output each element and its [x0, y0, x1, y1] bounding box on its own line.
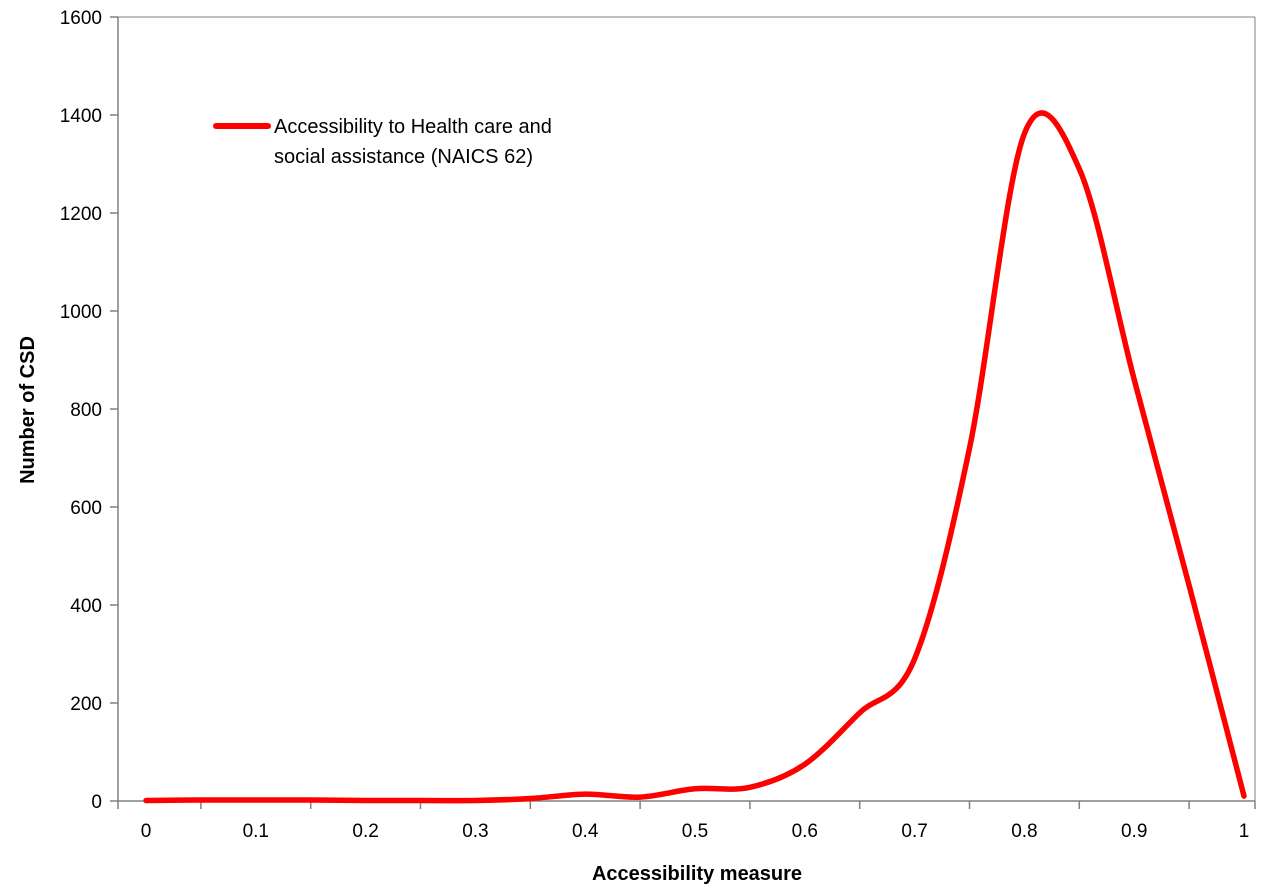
y-tick-label: 1400	[60, 106, 102, 127]
x-tick-label: 0	[141, 821, 152, 842]
x-tick-label: 0.5	[682, 821, 708, 842]
x-tick-label: 0.7	[901, 821, 927, 842]
x-tick-label: 0.6	[792, 821, 818, 842]
x-axis-title: Accessibility measure	[592, 863, 802, 885]
y-tick-label: 600	[70, 498, 102, 519]
series-layer	[143, 110, 1247, 804]
legend-label-line1: Accessibility to Health care and	[274, 116, 552, 138]
legend-label-line2: social assistance (NAICS 62)	[274, 146, 533, 168]
x-tick-label: 0.3	[462, 821, 488, 842]
y-tick-label: 800	[70, 400, 102, 421]
series-line	[143, 110, 1247, 804]
y-tick-label: 200	[70, 694, 102, 715]
x-tick-label: 0.1	[243, 821, 269, 842]
axes: 0 200 400 600 800 1000 1200 1400 1600 0 0.1 0.2 0.3 0…	[60, 8, 1256, 842]
y-tick-label: 1600	[60, 8, 102, 29]
x-tick-label: 0.4	[572, 821, 599, 842]
y-tick-label: 1000	[60, 302, 102, 323]
x-tick-label: 0.2	[352, 821, 378, 842]
y-axis-title: Number of CSD	[17, 336, 39, 484]
x-tick-label: 0.8	[1011, 821, 1037, 842]
y-tick-label: 0	[91, 792, 102, 813]
y-tick-label: 400	[70, 596, 102, 617]
legend: Accessibility to Health care and social …	[213, 116, 552, 168]
x-tick-label: 0.9	[1121, 821, 1147, 842]
x-tick-label: 1	[1239, 821, 1250, 842]
y-tick-label: 1200	[60, 204, 102, 225]
